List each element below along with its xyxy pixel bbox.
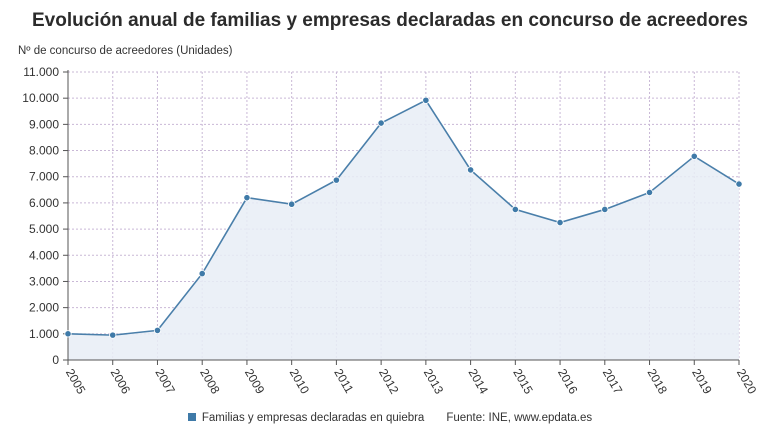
y-axis-label: Nº de concurso de acreedores (Unidades) [18, 45, 233, 57]
data-point [735, 180, 743, 188]
y-tick-label: 9.000 [29, 117, 59, 131]
x-tick-label: 2013 [421, 366, 447, 396]
series [64, 96, 743, 339]
data-point [466, 166, 475, 174]
data-point [243, 194, 251, 202]
x-tick-label: 2007 [152, 366, 178, 396]
data-point [198, 269, 206, 278]
legend-swatch [187, 413, 196, 421]
y-tick-label: 5.000 [29, 222, 59, 236]
x-tick-label: 2011 [331, 366, 356, 396]
x-tick-label: 2010 [287, 366, 313, 396]
x-tick-label: 2006 [108, 366, 134, 396]
x-tick-label: 2014 [466, 366, 492, 396]
x-tick-label: 2019 [689, 366, 715, 396]
y-tick-label: 7.000 [29, 170, 59, 184]
data-point [556, 218, 564, 227]
x-tick-label: 2012 [376, 366, 402, 396]
x-tick-label: 2008 [197, 366, 223, 396]
data-point [153, 326, 162, 335]
x-tick-labels: 2005 2006 2007 2008 2009 2010 2011 2012 2013 2014… [63, 366, 760, 396]
y-tick-label: 0 [52, 353, 59, 367]
y-tick-label: 2.000 [29, 301, 59, 315]
x-tick-label: 2017 [600, 366, 626, 396]
area-path [68, 100, 739, 360]
x-tick-label: 2009 [242, 366, 268, 396]
data-point [109, 331, 117, 339]
area-fill [68, 100, 739, 360]
data-point [511, 205, 519, 214]
x-tick-label: 2018 [644, 366, 670, 396]
x-tick-label: 2015 [510, 366, 536, 396]
y-tick-label: 1.000 [29, 327, 59, 341]
y-tick-label: 8.000 [29, 144, 59, 158]
legend-label: Familias y empresas declaradas en quiebr… [201, 412, 425, 424]
data-point [288, 200, 296, 208]
x-tick-label: 2005 [63, 366, 89, 396]
data-point [422, 96, 430, 104]
y-tick-label: 3.000 [29, 274, 59, 288]
series-line [67, 99, 740, 336]
y-tick-label: 10.000 [22, 91, 59, 105]
y-tick-labels: 0 1.000 2.000 3.000 4.000 5.000 6.000 7.000 8.00… [22, 65, 59, 367]
data-point [332, 176, 340, 184]
x-tick-label: 2016 [555, 366, 581, 396]
source-note: Fuente: INE, www.epdata.es [446, 412, 593, 424]
chart-title: Evolución anual de familias y empresas d… [32, 10, 748, 31]
axes [63, 70, 740, 365]
data-point [601, 205, 609, 214]
x-tick-label: 2020 [734, 366, 760, 396]
data-point [645, 188, 654, 197]
legend: Familias y empresas declaradas en quiebr… [0, 412, 780, 424]
y-tick-label: 4.000 [29, 248, 59, 262]
y-tick-label: 6.000 [29, 196, 59, 210]
data-point [377, 119, 385, 127]
y-tick-label: 11.000 [23, 65, 59, 79]
data-point [64, 330, 72, 338]
data-point [690, 152, 698, 160]
